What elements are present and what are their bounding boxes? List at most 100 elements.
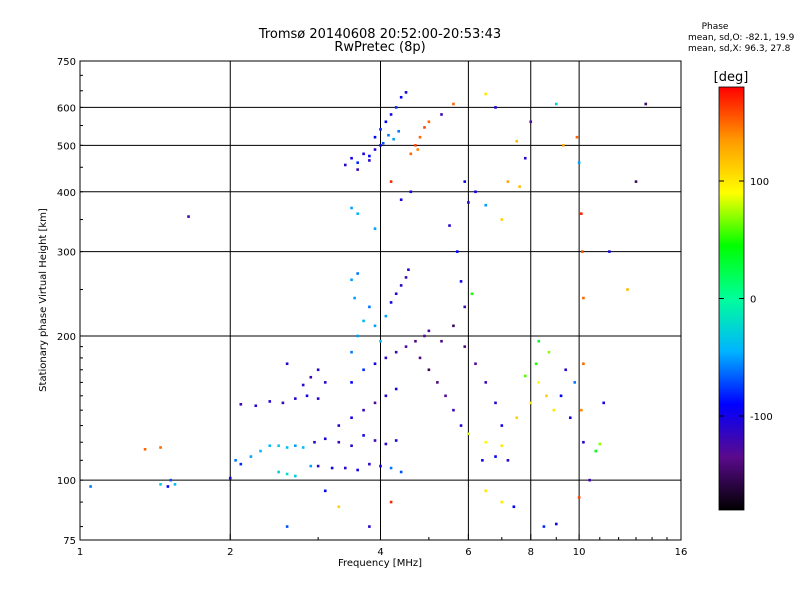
data-point bbox=[379, 144, 382, 147]
data-point bbox=[523, 156, 527, 160]
data-point bbox=[470, 292, 474, 296]
colorbar: [deg] 100 0 -100 bbox=[714, 70, 773, 511]
data-point bbox=[159, 483, 162, 486]
data-point bbox=[459, 280, 463, 283]
data-point bbox=[350, 381, 353, 384]
data-point bbox=[187, 215, 190, 218]
data-point bbox=[518, 185, 521, 188]
data-point bbox=[423, 126, 426, 129]
data-point bbox=[89, 485, 92, 488]
data-point bbox=[444, 394, 447, 398]
data-point bbox=[467, 201, 470, 204]
data-point bbox=[399, 95, 403, 99]
data-point bbox=[427, 368, 431, 372]
data-point bbox=[463, 305, 467, 309]
data-point bbox=[356, 168, 359, 171]
data-point bbox=[350, 156, 353, 160]
colorbar-label: [deg] bbox=[714, 70, 749, 85]
data-point bbox=[523, 374, 527, 378]
data-point bbox=[500, 424, 504, 427]
data-point bbox=[389, 500, 393, 504]
data-point bbox=[436, 381, 439, 384]
data-point bbox=[577, 496, 581, 499]
data-point bbox=[343, 163, 347, 167]
data-point bbox=[259, 449, 262, 453]
data-point bbox=[448, 224, 451, 227]
x-tick-label: 2 bbox=[227, 547, 233, 558]
data-point bbox=[552, 408, 556, 412]
data-point bbox=[373, 362, 377, 366]
data-point bbox=[362, 152, 365, 156]
data-point bbox=[467, 432, 470, 436]
x-tick-label: 1 bbox=[77, 547, 83, 558]
data-point bbox=[534, 362, 538, 366]
data-point bbox=[350, 350, 353, 354]
data-point bbox=[285, 446, 289, 449]
data-point bbox=[581, 250, 584, 253]
data-point bbox=[564, 368, 568, 372]
y-tick-label: 300 bbox=[57, 248, 76, 259]
data-point bbox=[323, 437, 327, 441]
data-point bbox=[379, 128, 382, 131]
y-tick-label: 200 bbox=[57, 332, 76, 343]
data-point bbox=[309, 464, 313, 468]
data-point bbox=[582, 440, 585, 444]
data-point bbox=[414, 339, 417, 343]
data-point bbox=[404, 91, 408, 94]
data-point bbox=[515, 139, 519, 143]
data-point bbox=[228, 476, 232, 480]
data-point bbox=[404, 276, 408, 279]
data-point bbox=[452, 102, 455, 106]
data-point bbox=[350, 206, 353, 210]
phase-info-title: Phase bbox=[701, 22, 729, 32]
data-point bbox=[285, 362, 289, 366]
x-tick-label: 16 bbox=[675, 547, 688, 558]
data-point bbox=[529, 401, 533, 405]
data-point bbox=[394, 106, 398, 109]
data-point bbox=[305, 394, 309, 398]
data-point bbox=[343, 466, 347, 470]
data-point bbox=[573, 381, 577, 384]
data-point bbox=[362, 319, 365, 323]
data-point bbox=[588, 478, 591, 482]
data-point bbox=[381, 141, 385, 145]
data-point bbox=[373, 324, 377, 328]
y-tick-label: 750 bbox=[57, 57, 76, 68]
data-point bbox=[294, 397, 297, 400]
data-point bbox=[494, 455, 497, 458]
data-point bbox=[608, 250, 611, 253]
data-point bbox=[474, 190, 477, 194]
data-point bbox=[373, 227, 377, 230]
data-point bbox=[368, 159, 371, 162]
data-point bbox=[330, 466, 334, 470]
data-point bbox=[337, 424, 341, 427]
data-point bbox=[389, 180, 393, 183]
data-point bbox=[373, 401, 377, 405]
data-point bbox=[500, 218, 504, 221]
data-point bbox=[356, 468, 359, 472]
data-point bbox=[463, 345, 467, 348]
y-tick-label: 100 bbox=[57, 476, 76, 487]
data-point bbox=[379, 464, 382, 468]
y-tick-label: 75 bbox=[63, 536, 76, 547]
colorbar-tick-label: -100 bbox=[750, 412, 773, 423]
data-point bbox=[389, 301, 393, 304]
data-point bbox=[404, 345, 408, 348]
data-point bbox=[547, 350, 551, 354]
data-point bbox=[577, 161, 581, 164]
data-point bbox=[582, 296, 585, 300]
data-point bbox=[579, 408, 583, 412]
data-point bbox=[399, 198, 403, 202]
data-point bbox=[634, 180, 638, 183]
data-point bbox=[394, 292, 398, 296]
data-point bbox=[500, 444, 504, 448]
data-point bbox=[481, 459, 484, 462]
data-point bbox=[356, 161, 359, 164]
phase-info: Phase mean, sd,O: -82.1, 19.9 mean, sd,X… bbox=[600, 22, 794, 55]
data-point bbox=[537, 339, 541, 343]
data-point bbox=[387, 133, 390, 137]
data-point bbox=[356, 272, 359, 275]
data-point bbox=[399, 470, 403, 474]
data-point bbox=[159, 446, 162, 449]
data-point bbox=[249, 455, 253, 458]
